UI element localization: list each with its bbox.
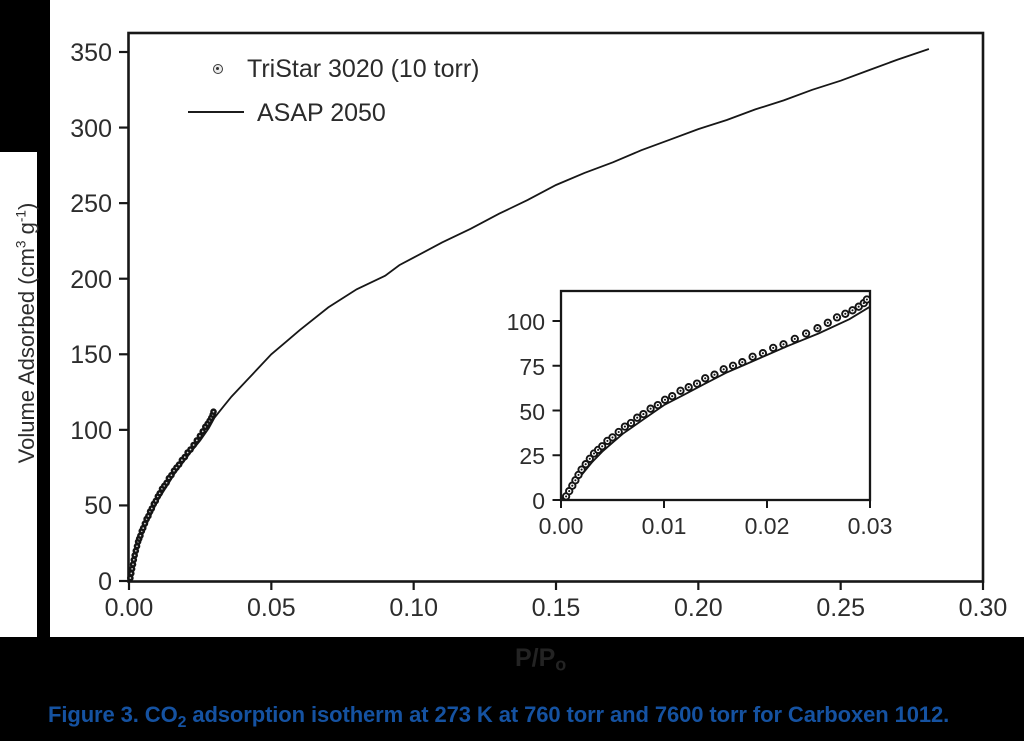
inset-x-tick-label: 0.03	[847, 513, 893, 539]
tristar-legend-marker-icon	[213, 64, 223, 74]
figure-caption-label: Figure 3	[48, 702, 133, 727]
x-tick-label: 0.15	[531, 594, 581, 622]
y-tick-label: 350	[70, 39, 112, 67]
page-background-top-left-block	[0, 0, 50, 152]
y-tick-label: 250	[70, 190, 112, 219]
inset-y-tick-label: 75	[519, 353, 545, 380]
inset-x-tick-label: 0.01	[641, 513, 687, 539]
x-tick-label: 0.25	[816, 594, 865, 622]
x-tick-label: 0.30	[958, 594, 1008, 622]
y-tick-label: 150	[70, 341, 112, 370]
inset-y-tick-label: 50	[519, 398, 545, 425]
x-axis-title: P/Po	[515, 644, 567, 675]
x-tick-label: 0.20	[673, 594, 723, 622]
inset-x-tick-label: 0.02	[744, 513, 790, 539]
page-background-left-strip	[37, 152, 50, 641]
inset-y-tick-label: 25	[519, 443, 545, 470]
y-tick-label: 300	[70, 114, 112, 143]
y-tick-label: 0	[98, 568, 112, 596]
x-tick-label: 0.00	[104, 594, 154, 622]
x-tick-label: 0.10	[389, 594, 438, 622]
asap-legend-line-icon	[188, 111, 244, 114]
y-tick-label: 200	[70, 265, 112, 294]
legend-label-asap: ASAP 2050	[257, 99, 386, 127]
x-tick-label: 0.05	[246, 594, 296, 622]
inset-y-tick-label: 0	[532, 488, 545, 514]
y-tick-label: 100	[70, 416, 112, 445]
y-axis-title: Volume Adsorbed (cm3 g-1)	[13, 202, 39, 464]
inset-y-tick-label: 100	[506, 309, 545, 335]
page-background-bottom-band	[0, 637, 1024, 741]
legend-label-tristar: TriStar 3020 (10 torr)	[247, 55, 480, 83]
figure-caption: Figure 3. CO2 adsorption isotherm at 273…	[48, 702, 950, 731]
inset-x-tick-label: 0.00	[538, 513, 584, 539]
y-tick-label: 50	[84, 492, 112, 521]
